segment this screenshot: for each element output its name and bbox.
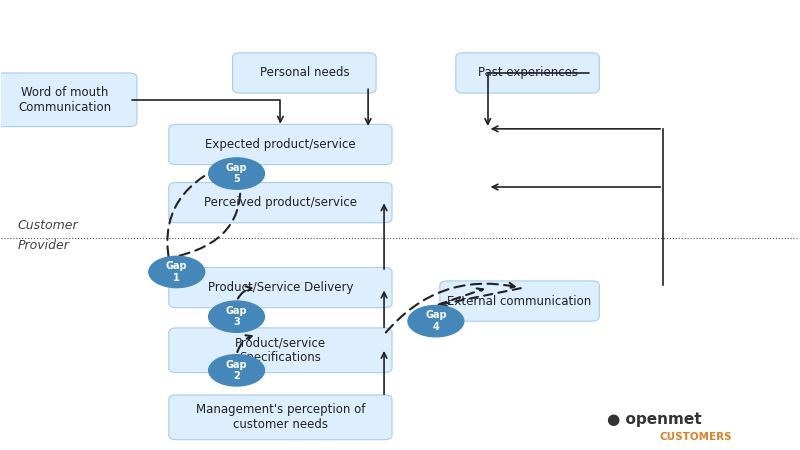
Text: ● openmet: ● openmet <box>607 412 702 427</box>
FancyBboxPatch shape <box>169 328 392 373</box>
Text: Perceived product/service: Perceived product/service <box>204 196 357 209</box>
Text: CUSTOMERS: CUSTOMERS <box>659 432 732 442</box>
FancyBboxPatch shape <box>233 53 376 93</box>
Text: Gap
3: Gap 3 <box>226 306 247 328</box>
Text: Gap
5: Gap 5 <box>226 163 247 184</box>
Text: Personal needs: Personal needs <box>259 67 349 80</box>
FancyBboxPatch shape <box>456 53 599 93</box>
FancyBboxPatch shape <box>169 395 392 440</box>
FancyBboxPatch shape <box>440 281 599 321</box>
Text: Gap
4: Gap 4 <box>425 310 446 332</box>
Text: Gap
2: Gap 2 <box>226 360 247 381</box>
Text: Management's perception of
customer needs: Management's perception of customer need… <box>196 403 365 431</box>
Text: Word of mouth
Communication: Word of mouth Communication <box>18 86 112 114</box>
Text: Product/service
Specifications: Product/service Specifications <box>235 336 326 364</box>
Circle shape <box>209 301 265 333</box>
Circle shape <box>149 256 205 288</box>
Text: Provider: Provider <box>18 238 70 252</box>
FancyBboxPatch shape <box>169 124 392 165</box>
Text: Gap
1: Gap 1 <box>166 261 187 283</box>
Circle shape <box>209 355 265 386</box>
Circle shape <box>209 158 265 189</box>
FancyBboxPatch shape <box>169 267 392 308</box>
FancyBboxPatch shape <box>169 183 392 223</box>
Text: Expected product/service: Expected product/service <box>205 138 356 151</box>
Text: Customer: Customer <box>18 219 78 231</box>
Text: External communication: External communication <box>447 295 592 307</box>
Text: Past experiences: Past experiences <box>478 67 578 80</box>
Text: Product/Service Delivery: Product/Service Delivery <box>208 281 353 294</box>
Circle shape <box>408 306 464 337</box>
FancyBboxPatch shape <box>0 73 137 126</box>
